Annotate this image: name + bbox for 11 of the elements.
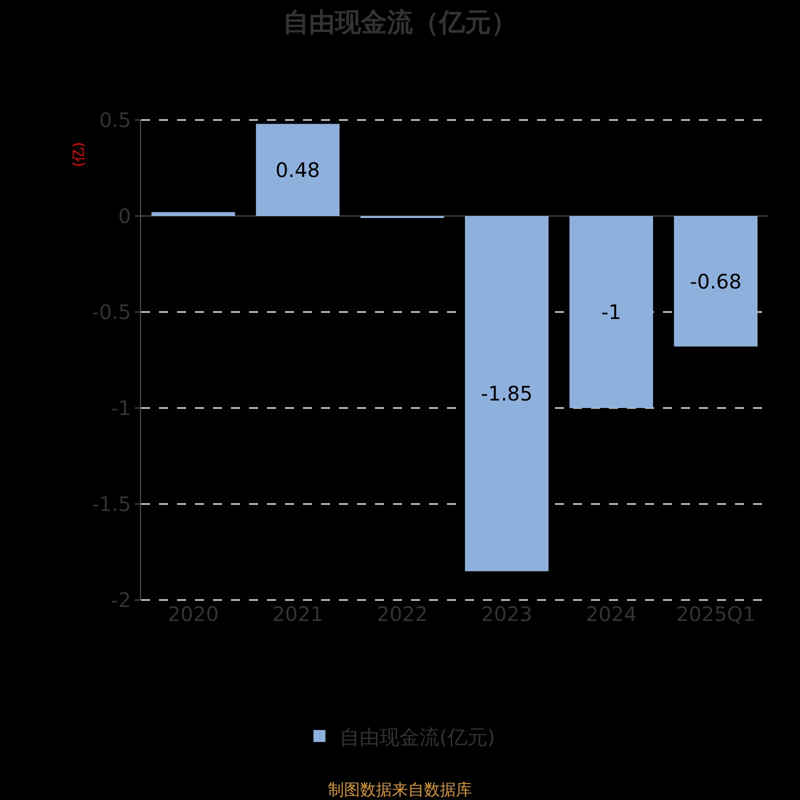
data-label: -0.68 (690, 269, 742, 294)
bar (674, 216, 758, 347)
data-label: -1.85 (480, 382, 533, 406)
bar (464, 216, 549, 572)
bar (569, 216, 654, 408)
data-label: -1 (601, 300, 622, 324)
text: 制图数据来自数据库 (328, 780, 472, 799)
y-axis-title: (亿) (71, 142, 87, 167)
data-label: 0.48 (275, 158, 320, 182)
bar (256, 124, 340, 216)
bar (151, 212, 236, 216)
